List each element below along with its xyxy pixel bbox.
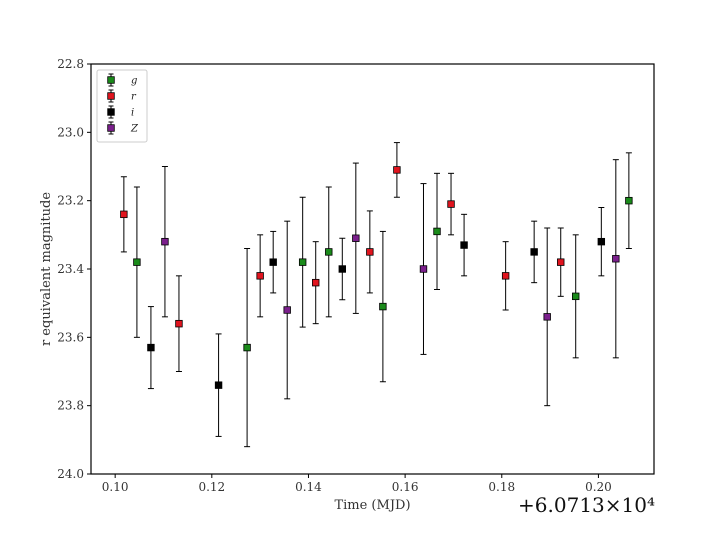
data-point-r: [501, 241, 510, 311]
data-point-r: [393, 142, 401, 198]
data-point-g: [133, 186, 141, 338]
marker-r: [501, 272, 510, 280]
marker-g: [325, 248, 333, 256]
data-point-i: [147, 306, 155, 390]
legend-label-r: r: [131, 92, 137, 103]
y-tick-label: 24.0: [57, 467, 84, 481]
marker-r: [175, 319, 183, 328]
data-point-i: [338, 237, 346, 301]
data-point-i: [214, 333, 223, 437]
marker-r: [557, 258, 565, 266]
marker-Z: [419, 265, 428, 273]
marker-i: [269, 258, 277, 266]
data-point-Z: [352, 162, 360, 314]
data-point-i: [597, 207, 606, 277]
legend-label-i: i: [131, 108, 134, 119]
data-point-i: [530, 220, 538, 284]
data-point-r: [256, 234, 264, 318]
x-tick-label: 0.16: [392, 480, 419, 494]
y-tick-label: 23.2: [57, 194, 84, 208]
data-point-g: [298, 196, 307, 328]
data-point-r: [175, 275, 183, 372]
marker-r: [312, 278, 320, 287]
marker-g: [572, 292, 580, 301]
marker-Z: [283, 306, 291, 314]
data-point-g: [433, 172, 441, 290]
data-point-i: [269, 230, 277, 294]
marker-Z: [543, 313, 551, 321]
marker-g: [298, 258, 307, 266]
data-point-r: [557, 227, 565, 297]
y-tick-label: 23.8: [57, 399, 84, 413]
data-point-r: [447, 172, 455, 236]
data-point-Z: [283, 220, 291, 400]
data-point-Z: [543, 227, 551, 407]
x-axis-label: Time (MJD): [334, 498, 410, 513]
legend-label-g: g: [131, 76, 137, 87]
data-point-r: [312, 241, 320, 325]
legend-marker-g: [107, 76, 115, 84]
marker-i: [530, 248, 538, 256]
x-tick-label: 0.10: [102, 480, 129, 494]
marker-Z: [352, 234, 360, 242]
marker-i: [460, 241, 468, 249]
data-point-i: [460, 213, 468, 277]
marker-i: [338, 265, 346, 273]
legend-box: [96, 69, 148, 143]
data-point-g: [243, 248, 251, 448]
y-tick-label: 23.0: [57, 125, 84, 139]
marker-g: [379, 302, 387, 311]
data-point-r: [366, 210, 374, 294]
marker-r: [447, 200, 455, 208]
x-tick-label: 0.18: [488, 480, 515, 494]
data-point-g: [379, 230, 387, 383]
data-point-Z: [419, 183, 428, 355]
marker-i: [597, 237, 606, 246]
legend-marker-i: [107, 108, 115, 116]
marker-Z: [612, 255, 620, 263]
marker-r: [256, 272, 264, 280]
data-point-Z: [612, 159, 620, 359]
plot-frame: [90, 63, 655, 475]
marker-g: [133, 258, 141, 266]
data-point-g: [625, 152, 633, 249]
data-point-Z: [161, 166, 169, 318]
x-axis-offset-label: +6.0713×10⁴: [518, 493, 655, 517]
y-tick-label: 22.8: [57, 57, 84, 71]
marker-r: [120, 210, 128, 219]
marker-i: [214, 381, 223, 389]
marker-g: [243, 343, 251, 352]
data-point-g: [572, 234, 580, 359]
legend-marker-r: [107, 92, 115, 100]
legend-marker-Z: [107, 124, 115, 132]
y-tick-label: 23.6: [57, 330, 84, 344]
x-tick-label: 0.20: [585, 480, 612, 494]
x-tick-label: 0.12: [198, 480, 225, 494]
marker-r: [366, 248, 374, 256]
y-tick-label: 23.4: [57, 262, 84, 276]
data-point-r: [120, 176, 128, 253]
marker-g: [625, 196, 633, 205]
marker-Z: [161, 237, 169, 246]
x-tick-label: 0.14: [295, 480, 322, 494]
marker-g: [433, 227, 441, 236]
legend-label-Z: Z: [130, 124, 139, 135]
marker-i: [147, 343, 155, 352]
data-point-g: [325, 186, 333, 318]
y-axis-label: r equivalent magnitude: [39, 192, 54, 346]
marker-r: [393, 166, 401, 174]
